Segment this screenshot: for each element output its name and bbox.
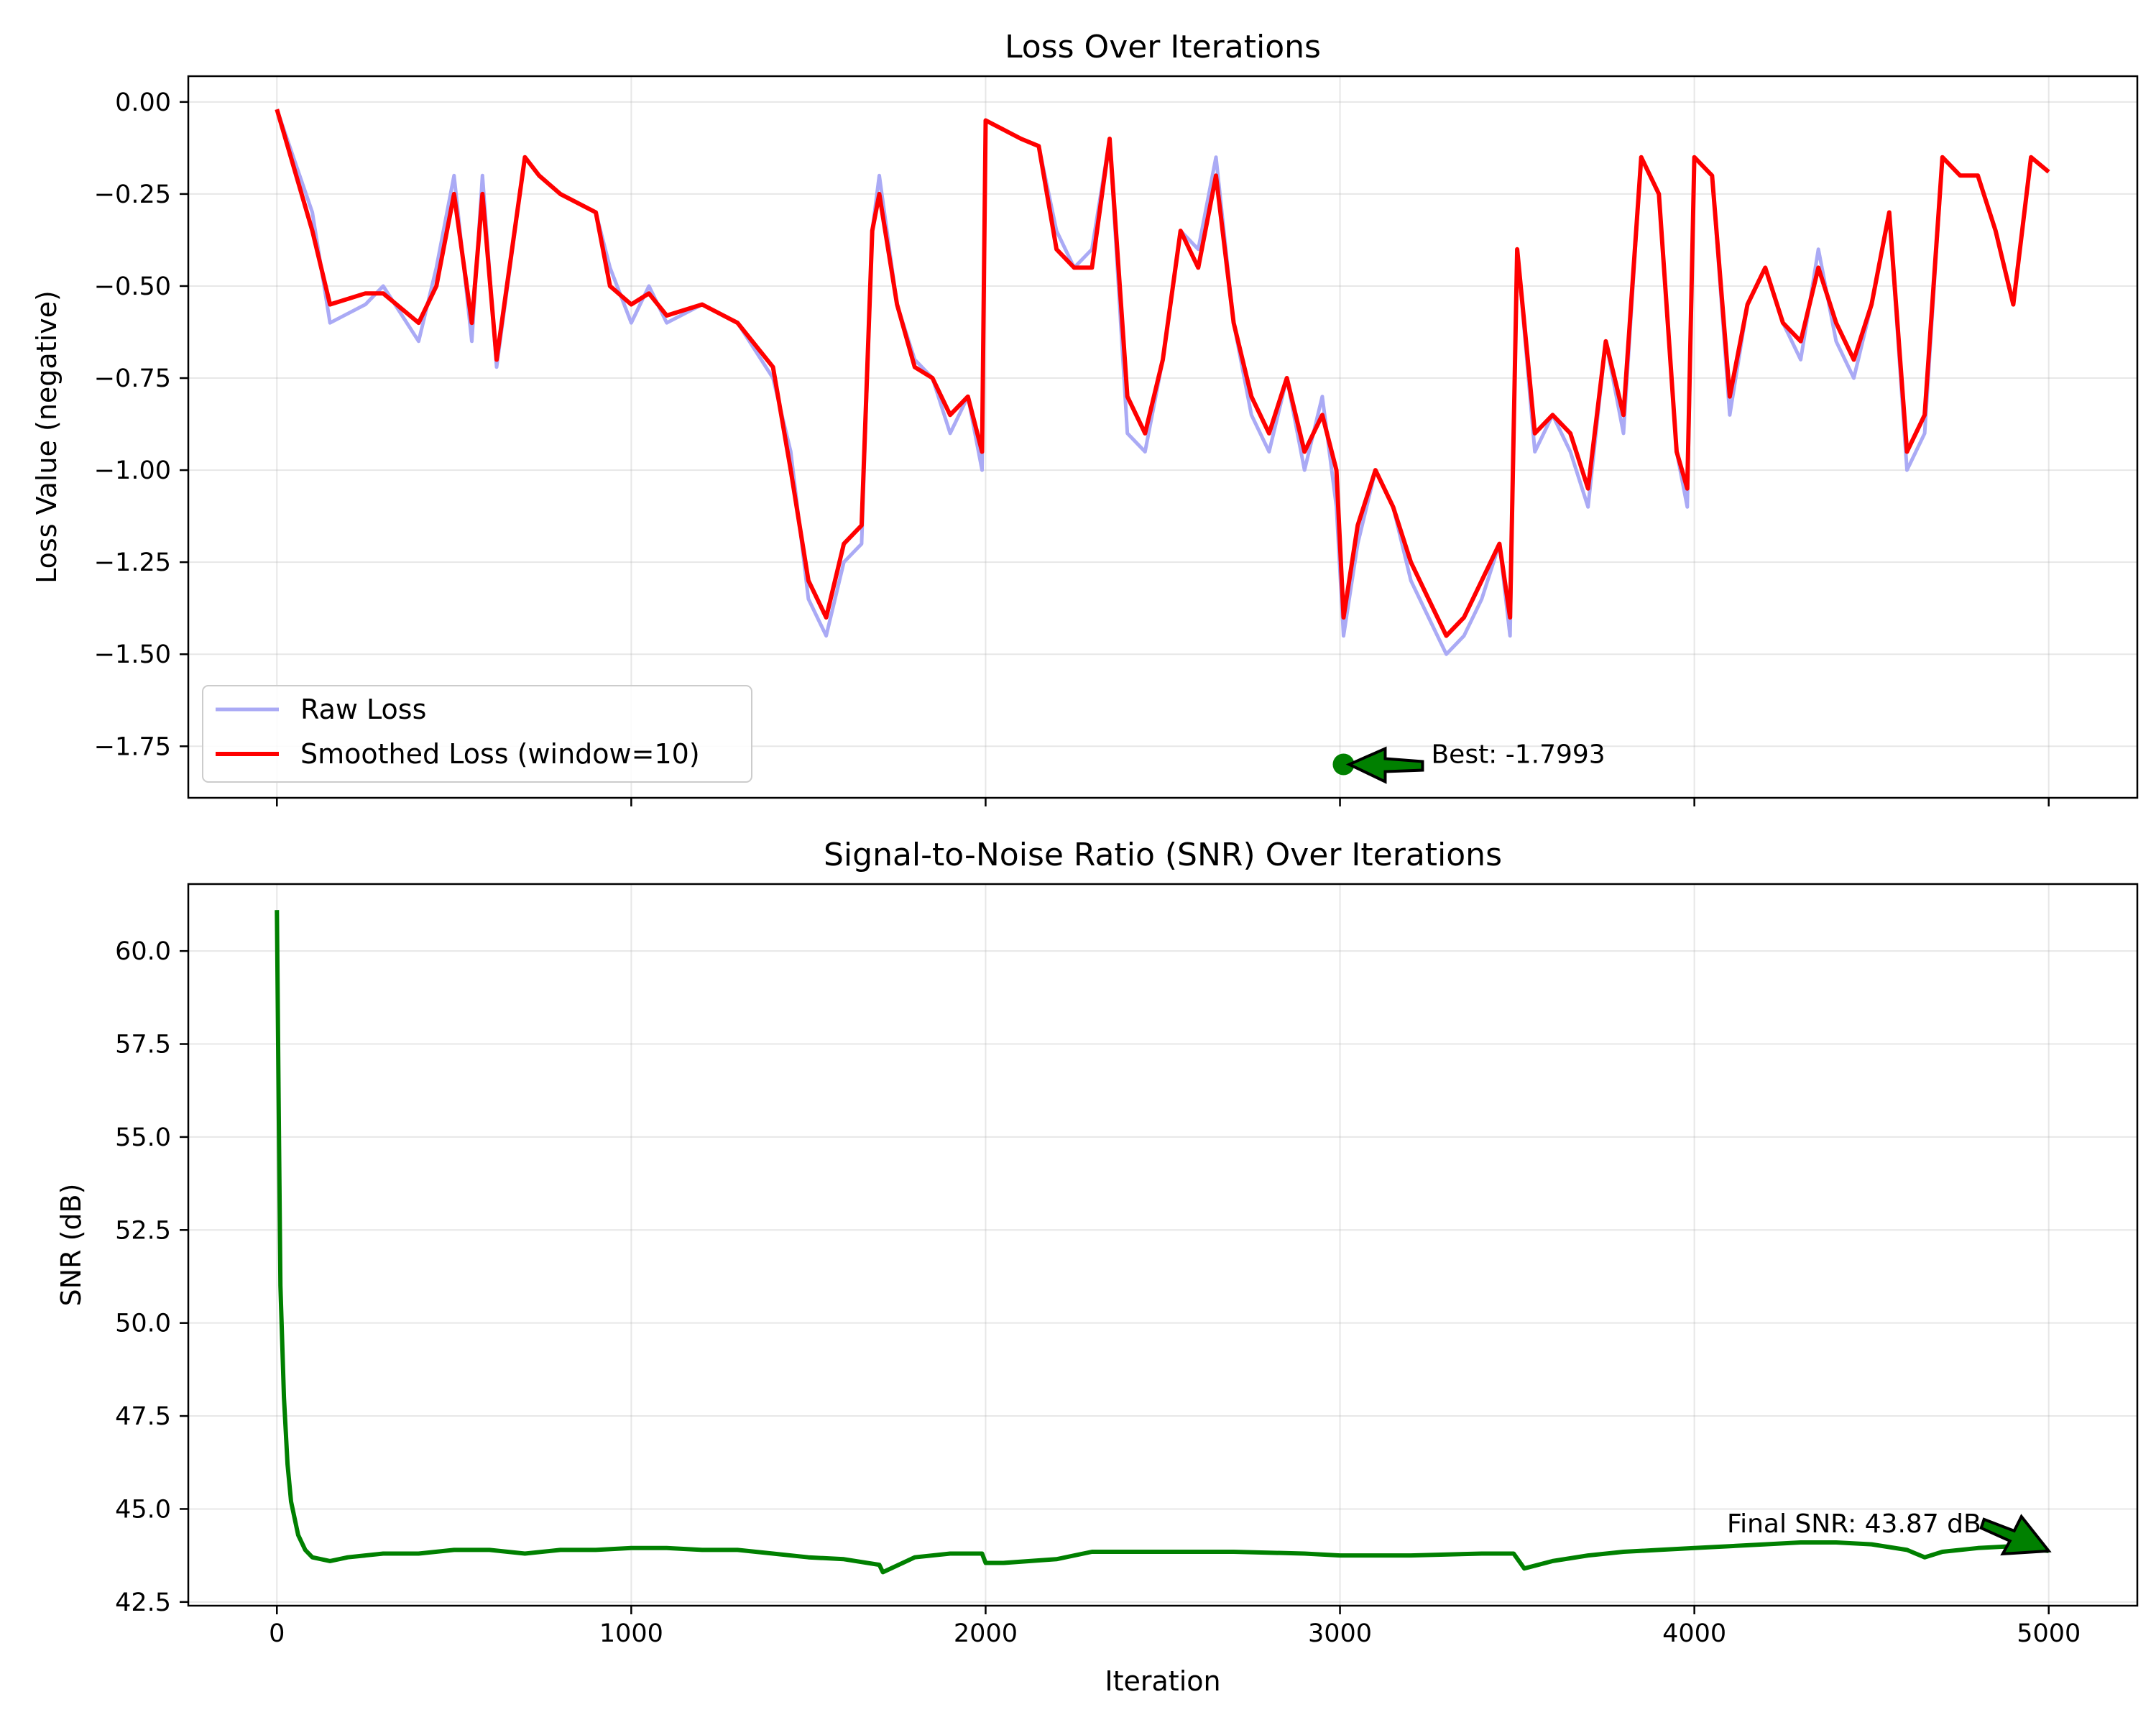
loss-x-ticks: [276, 798, 2050, 806]
x-tick-label: 3000: [1308, 1619, 1372, 1648]
snr-x-ticks: 0 1000 2000 3000 4000 5000: [269, 1606, 2081, 1648]
snr-chart-title: Signal-to-Noise Ratio (SNR) Over Iterati…: [824, 837, 1502, 873]
snr-line: [275, 910, 2050, 1575]
y-tick-label: 55.0: [115, 1123, 171, 1152]
y-tick-label: 47.5: [115, 1402, 171, 1431]
y-tick-label: 0.00: [115, 88, 171, 117]
x-tick-label: 1000: [599, 1619, 663, 1648]
legend-box: [202, 685, 752, 783]
x-tick-label: 5000: [2017, 1619, 2081, 1648]
x-tick-label: 0: [269, 1619, 285, 1648]
best-arrow: [1345, 746, 1424, 784]
y-tick-label: −0.25: [94, 180, 171, 209]
y-tick-label: −1.25: [94, 548, 171, 577]
final-annotation-text: Final SNR: 43.87 dB: [1727, 1509, 1981, 1539]
snr-panel: Final SNR: 43.87 dB 0 1000 2000 3000 4000 500…: [55, 837, 2139, 1697]
y-tick-label: 60.0: [115, 937, 171, 966]
snr-y-ticks: 42.5 45.0 47.5 50.0 52.5 55.0 57.5 60.0: [115, 937, 188, 1617]
snr-y-axis-label: SNR (dB): [55, 1184, 87, 1307]
y-tick-label: 45.0: [115, 1495, 171, 1524]
loss-panel: Best: -1.7993 0.00 −0.25 −0.50 −0.75 −1.00 −1…: [31, 29, 2139, 806]
snr-axes-frame: [187, 883, 2139, 1607]
x-tick-label: 2000: [954, 1619, 1018, 1648]
loss-axes-frame: [187, 75, 2139, 799]
smoothed-loss-line: [275, 109, 2050, 638]
best-annotation: Best: -1.7993: [1332, 740, 1606, 784]
y-tick-label: 52.5: [115, 1216, 171, 1245]
best-annotation-text: Best: -1.7993: [1431, 740, 1605, 770]
snr-x-axis-label: Iteration: [1105, 1665, 1220, 1697]
smoothed-loss-series: [275, 109, 2050, 638]
y-tick-label: 42.5: [115, 1588, 171, 1617]
legend-smoothed-label: Smoothed Loss (window=10): [300, 738, 700, 770]
y-tick-label: −0.50: [94, 272, 171, 301]
y-tick-label: −1.50: [94, 640, 171, 669]
final-arrow: [1979, 1514, 2052, 1556]
loss-y-ticks: 0.00 −0.25 −0.50 −0.75 −1.00 −1.25 −1.50 −1.75: [94, 88, 188, 761]
x-tick-label: 4000: [1662, 1619, 1726, 1648]
y-tick-label: −0.75: [94, 364, 171, 393]
y-tick-label: −1.75: [94, 732, 171, 761]
legend-raw-label: Raw Loss: [300, 694, 426, 725]
snr-series: [275, 910, 2050, 1575]
y-tick-label: 57.5: [115, 1031, 171, 1059]
final-snr-annotation: Final SNR: 43.87 dB: [1727, 1509, 2052, 1556]
y-tick-label: −1.00: [94, 456, 171, 485]
snr-grid: [188, 884, 2137, 1606]
loss-legend: Raw Loss Smoothed Loss (window=10): [202, 685, 752, 783]
loss-y-axis-label: Loss Value (negative): [31, 290, 63, 584]
best-marker: [1332, 753, 1355, 776]
y-tick-label: 50.0: [115, 1310, 171, 1338]
loss-chart-title: Loss Over Iterations: [1005, 29, 1321, 65]
